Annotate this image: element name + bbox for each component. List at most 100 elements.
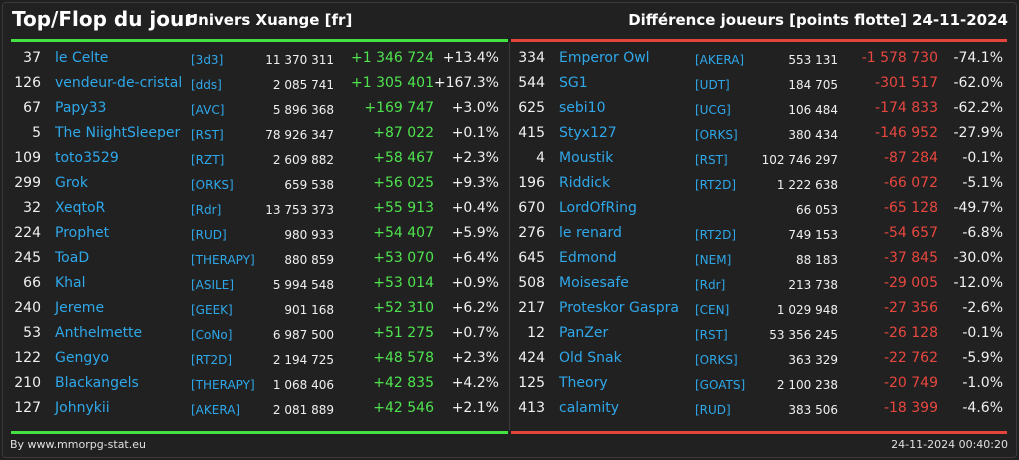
alliance-link[interactable]: [ASILE]: [191, 278, 234, 292]
player-link[interactable]: PanZer: [559, 325, 609, 341]
alliance-link[interactable]: [Rdr]: [191, 203, 222, 217]
alliance-link[interactable]: [RST]: [695, 153, 728, 167]
alliance-link[interactable]: [dds]: [191, 78, 222, 92]
rank-cell: 625: [518, 100, 545, 116]
player-link[interactable]: Styx127: [559, 125, 617, 141]
points-cell: 2 100 238: [776, 378, 838, 392]
alliance-link[interactable]: [Rdr]: [695, 278, 726, 292]
table-row: 625 sebi10 [UCG] 106 484 -174 833 -62.2%: [516, 97, 1006, 122]
table-row: 109 toto3529 [RZT] 2 609 882 +58 467 +2.3%: [12, 147, 502, 172]
alliance-link[interactable]: [THERAPY]: [191, 378, 255, 392]
player-link[interactable]: Emperor Owl: [559, 50, 650, 66]
player-link[interactable]: Theory: [559, 375, 608, 391]
table-row: 413 calamity [RUD] 383 506 -18 399 -4.6%: [516, 397, 1006, 422]
pct-cell: +2.3%: [451, 150, 499, 166]
points-cell: 383 506: [788, 403, 838, 417]
alliance-link[interactable]: [THERAPY]: [191, 253, 255, 267]
player-link[interactable]: calamity: [559, 400, 620, 416]
player-link[interactable]: Edmond: [559, 250, 617, 266]
table-row: 53 Anthelmette [CoNo] 6 987 500 +51 275 +0.7%: [12, 322, 502, 347]
alliance-link[interactable]: [AKERA]: [695, 53, 745, 67]
pct-cell: +13.4%: [442, 50, 499, 66]
player-link[interactable]: Moustik: [559, 150, 614, 166]
alliance-link[interactable]: [RUD]: [695, 403, 731, 417]
pct-cell: -5.1%: [962, 175, 1003, 191]
alliance-link[interactable]: [AVC]: [191, 103, 225, 117]
table-row: 544 SG1 [UDT] 184 705 -301 517 -62.0%: [516, 72, 1006, 97]
points-cell: 1 068 406: [272, 378, 334, 392]
table-row: 299 Grok [ORKS] 659 538 +56 025 +9.3%: [12, 172, 502, 197]
alliance-link[interactable]: [CEN]: [695, 303, 730, 317]
rank-cell: 334: [518, 50, 545, 66]
player-link[interactable]: Proteskor Gaspra: [559, 300, 679, 316]
player-link[interactable]: sebi10: [559, 100, 606, 116]
player-link[interactable]: Papy33: [55, 100, 107, 116]
player-link[interactable]: Johnykii: [55, 400, 110, 416]
diff-cell: -1 578 730: [861, 50, 938, 66]
alliance-link[interactable]: [UDT]: [695, 78, 730, 92]
alliance-link[interactable]: [RZT]: [191, 153, 225, 167]
diff-cell: +42 546: [373, 400, 434, 416]
alliance-link[interactable]: [UCG]: [695, 103, 731, 117]
player-link[interactable]: le renard: [559, 225, 622, 241]
points-cell: 2 609 882: [272, 153, 334, 167]
pct-cell: -27.9%: [953, 125, 1003, 141]
alliance-link[interactable]: [RUD]: [191, 228, 227, 242]
rank-cell: 276: [518, 225, 545, 241]
alliance-link[interactable]: [ORKS]: [695, 128, 738, 142]
table-row: 424 Old Snak [ORKS] 363 329 -22 762 -5.9%: [516, 347, 1006, 372]
table-row: 415 Styx127 [ORKS] 380 434 -146 952 -27.9%: [516, 122, 1006, 147]
player-link[interactable]: Moisesafe: [559, 275, 629, 291]
alliance-link[interactable]: [RST]: [191, 128, 224, 142]
player-link[interactable]: Prophet: [55, 225, 110, 241]
player-link[interactable]: Gengyo: [55, 350, 110, 366]
alliance-link[interactable]: [GOATS]: [695, 378, 746, 392]
alliance-link[interactable]: [RT2D]: [191, 353, 233, 367]
table-row: 12 PanZer [RST] 53 356 245 -26 128 -0.1%: [516, 322, 1006, 347]
pct-cell: +5.9%: [451, 225, 499, 241]
table-row: 334 Emperor Owl [AKERA] 553 131 -1 578 730 -7…: [516, 47, 1006, 72]
top-divider-green: [11, 39, 508, 42]
rank-cell: 217: [518, 300, 545, 316]
player-link[interactable]: toto3529: [55, 150, 119, 166]
points-cell: 11 370 311: [265, 53, 334, 67]
alliance-link[interactable]: [3d3]: [191, 53, 224, 67]
pct-cell: +0.7%: [451, 325, 499, 341]
pct-cell: +9.3%: [451, 175, 499, 191]
alliance-link[interactable]: [RST]: [695, 328, 728, 342]
alliance-link[interactable]: [CoNo]: [191, 328, 233, 342]
pct-cell: +0.9%: [451, 275, 499, 291]
diff-cell: +52 310: [373, 300, 434, 316]
pct-cell: -2.6%: [962, 300, 1003, 316]
player-link[interactable]: Old Snak: [559, 350, 622, 366]
metric-subtitle: Différence joueurs [points flotte]: [628, 11, 907, 29]
diff-cell: -18 399: [883, 400, 938, 416]
alliance-link[interactable]: [NEM]: [695, 253, 732, 267]
player-link[interactable]: Jereme: [55, 300, 105, 316]
rank-cell: 32: [23, 200, 41, 216]
pct-cell: +4.2%: [451, 375, 499, 391]
player-link[interactable]: LordOfRing: [559, 200, 637, 216]
alliance-link[interactable]: [GEEK]: [191, 303, 233, 317]
player-link[interactable]: vendeur-de-cristal: [55, 75, 183, 91]
player-link[interactable]: The NiightSleeper: [55, 125, 181, 141]
points-cell: 901 168: [284, 303, 334, 317]
player-link[interactable]: Anthelmette: [55, 325, 143, 341]
player-link[interactable]: SG1: [559, 75, 588, 91]
player-link[interactable]: Khal: [55, 275, 86, 291]
player-link[interactable]: ToaD: [55, 250, 90, 266]
pct-cell: -49.7%: [953, 200, 1003, 216]
rank-cell: 424: [518, 350, 545, 366]
player-link[interactable]: Grok: [55, 175, 88, 191]
player-link[interactable]: XeqtoR: [55, 200, 106, 216]
player-link[interactable]: Riddick: [559, 175, 611, 191]
alliance-link[interactable]: [AKERA]: [191, 403, 241, 417]
points-cell: 13 753 373: [265, 203, 334, 217]
alliance-link[interactable]: [ORKS]: [191, 178, 234, 192]
alliance-link[interactable]: [RT2D]: [695, 178, 737, 192]
alliance-link[interactable]: [RT2D]: [695, 228, 737, 242]
rank-cell: 508: [518, 275, 545, 291]
alliance-link[interactable]: [ORKS]: [695, 353, 738, 367]
player-link[interactable]: le Celte: [55, 50, 109, 66]
player-link[interactable]: Blackangels: [55, 375, 139, 391]
